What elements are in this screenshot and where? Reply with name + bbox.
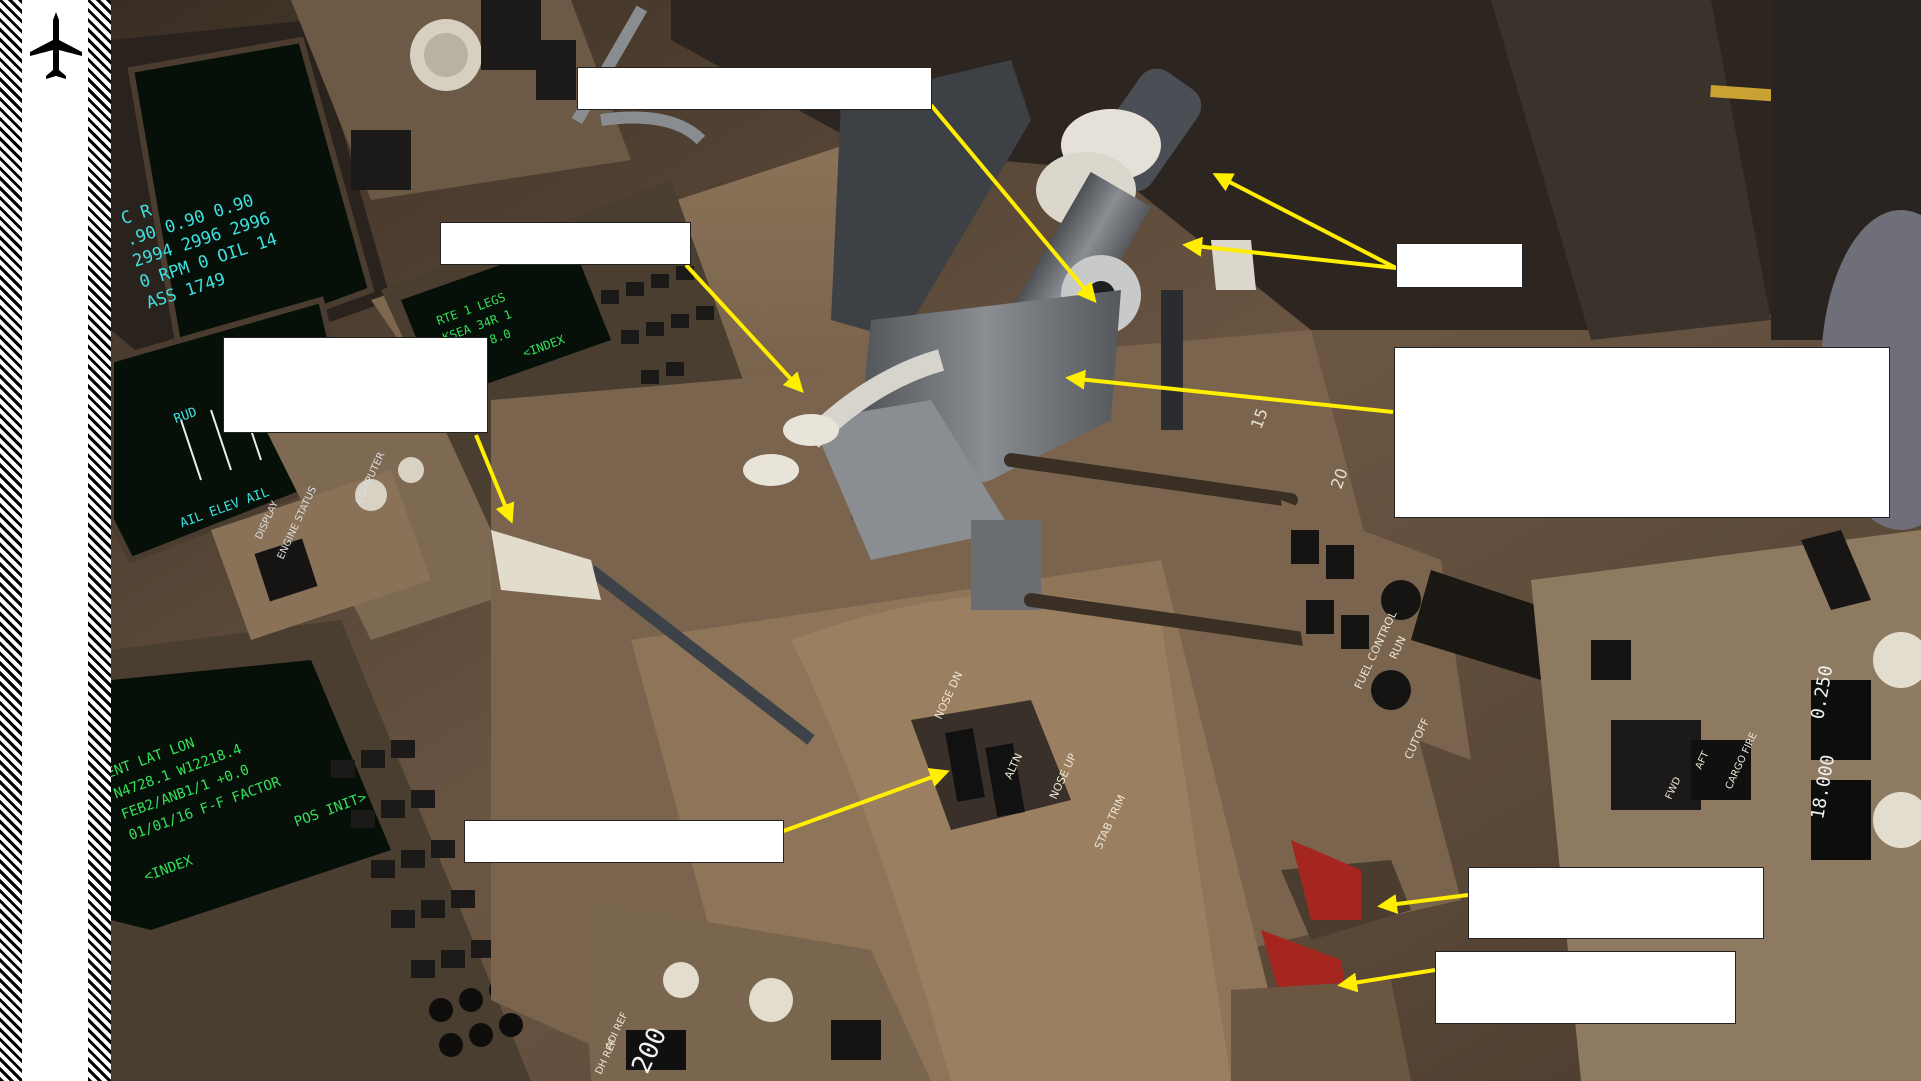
airplane-icon (28, 10, 84, 86)
sidebar-rail (22, 0, 88, 1081)
callout-throttle-hub (577, 67, 932, 110)
cockpit-photo: C R .90 0.90 0.90 2994 2996 2996 0 RPM 0… (104, 0, 1921, 1081)
callout-speedbrake-lever (223, 337, 488, 433)
callout-alternate-pitch-trim (464, 820, 784, 863)
callout-autothrottle-disconnect (1394, 347, 1890, 518)
arrow-throttle-hub (929, 103, 1097, 304)
left-hatched-border (0, 0, 22, 1081)
arrow-toga-upper (1212, 173, 1397, 270)
arrow-stab-trim-lower (1337, 968, 1436, 993)
callout-toga-switches (1396, 243, 1523, 288)
right-hatched-border (88, 0, 111, 1081)
callout-reverse-thrust-levers (440, 222, 691, 265)
arrow-speedbrake (474, 434, 515, 524)
arrow-reverser (684, 263, 804, 393)
arrow-toga-lower (1182, 236, 1397, 270)
callout-stab-trim-cutout-1 (1468, 867, 1764, 939)
arrow-autothrottle-disc (1065, 369, 1394, 414)
arrow-alt-pitch-trim (777, 768, 950, 835)
arrow-stab-trim-upper (1377, 893, 1469, 914)
callout-stab-trim-cutout-2 (1435, 951, 1736, 1024)
